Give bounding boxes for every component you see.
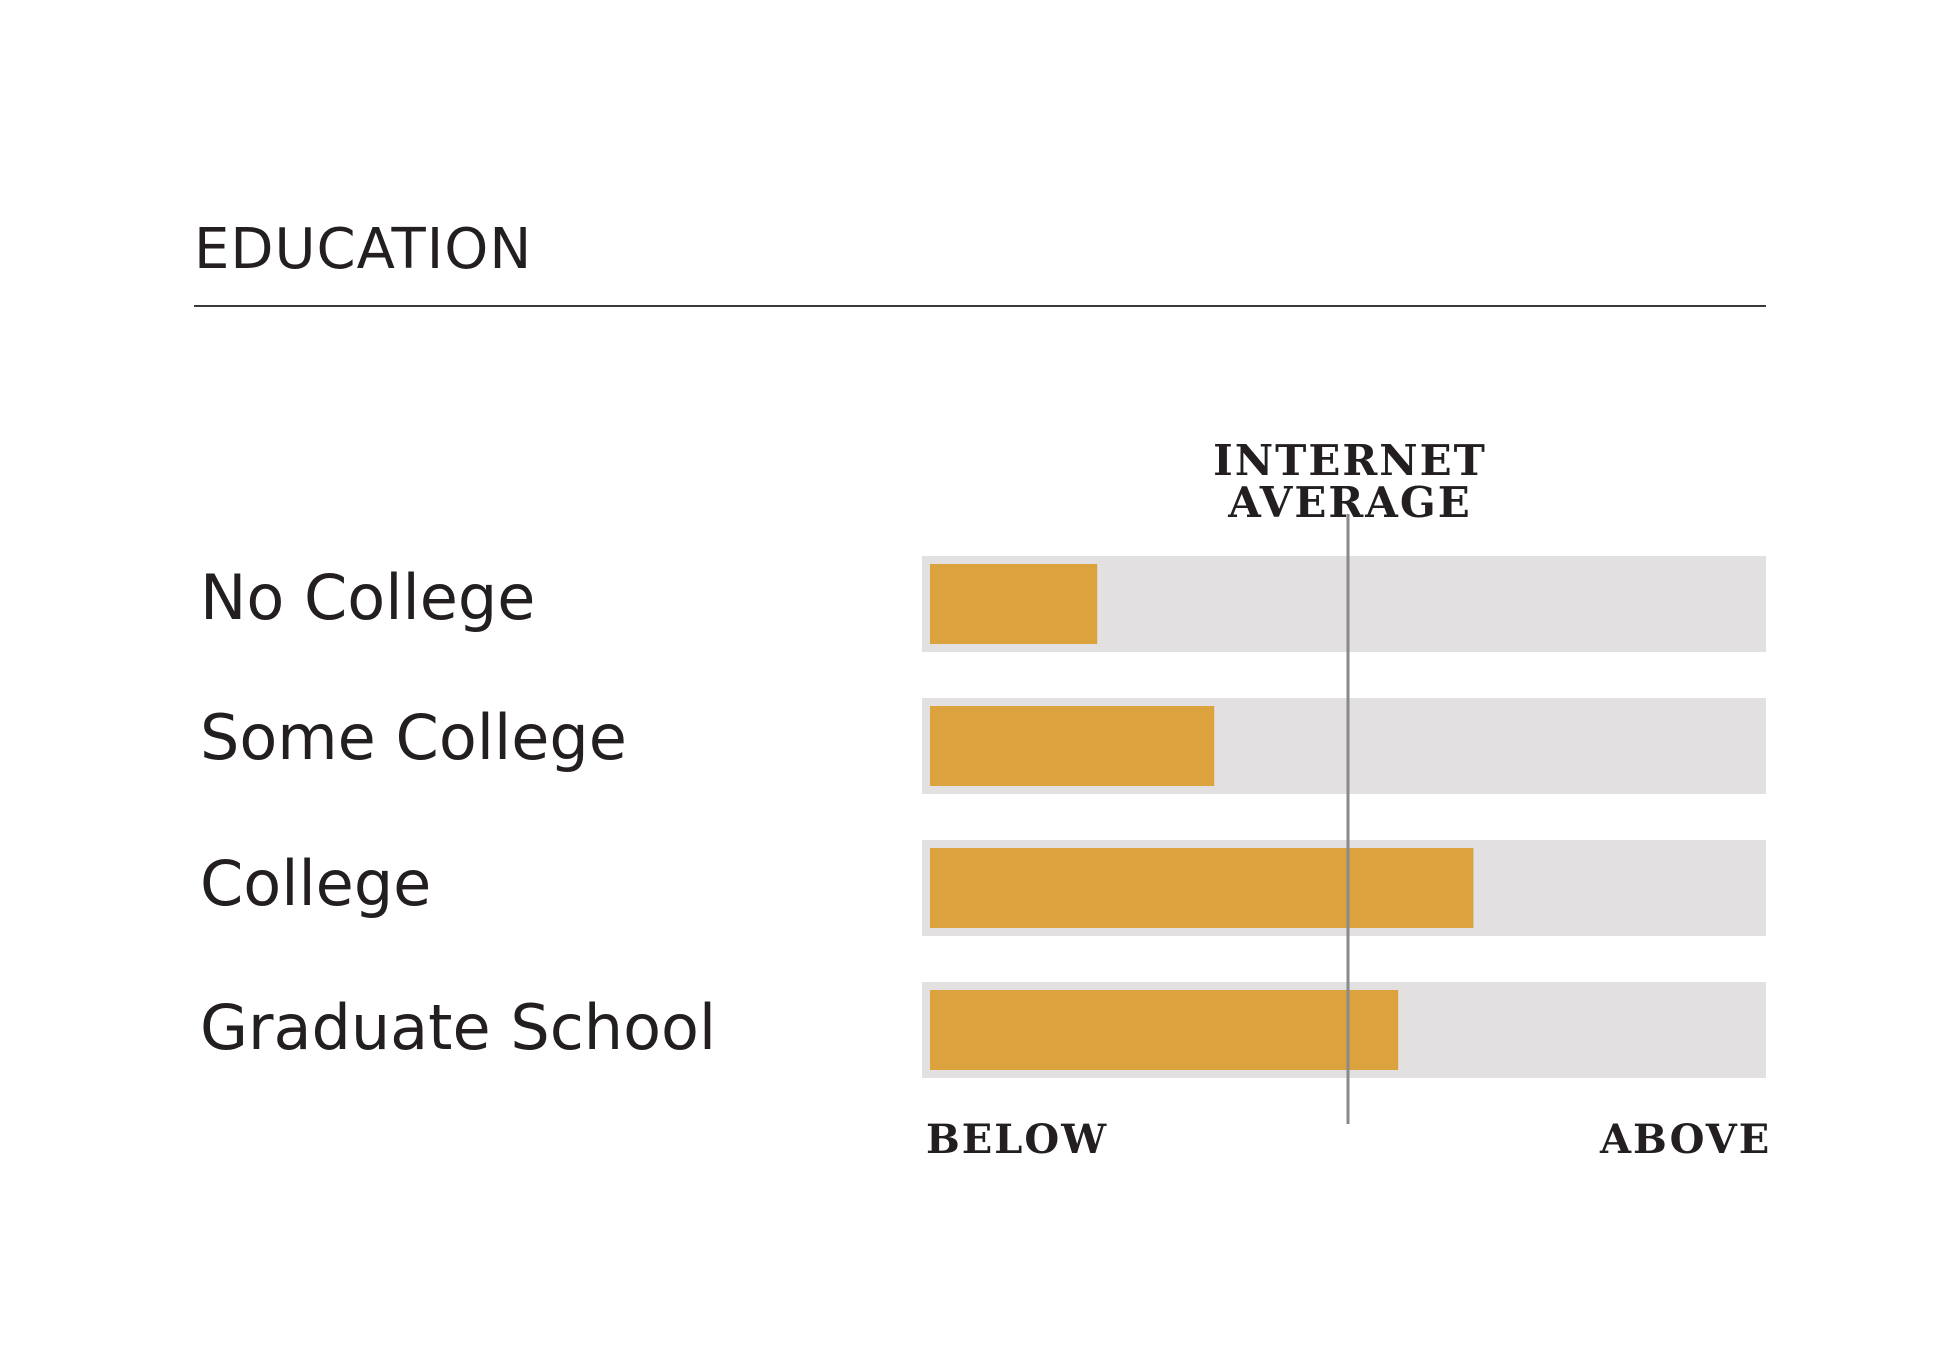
category-label: College <box>200 847 432 920</box>
bar <box>930 990 1399 1070</box>
category-label: No College <box>200 561 536 634</box>
category-label: Graduate School <box>200 991 717 1064</box>
bar <box>930 564 1098 644</box>
bar <box>930 706 1215 786</box>
section-title: EDUCATION <box>194 217 533 282</box>
bar <box>930 848 1474 928</box>
reference-line-label: INTERNET AVERAGE <box>1213 436 1487 527</box>
axis-label-above: ABOVE <box>1600 1116 1772 1163</box>
category-label: Some College <box>200 701 627 774</box>
axis-label-below: BELOW <box>926 1116 1109 1163</box>
title-divider <box>194 305 1766 307</box>
